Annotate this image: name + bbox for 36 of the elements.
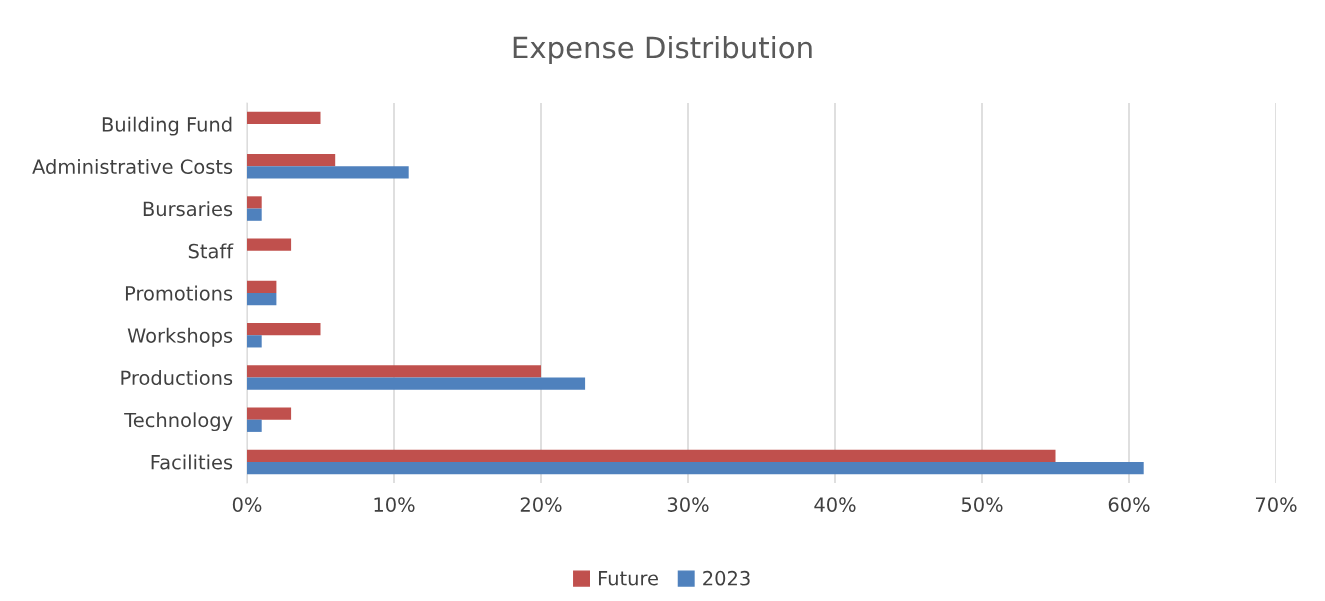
bar bbox=[247, 280, 277, 293]
bar bbox=[247, 196, 262, 209]
x-tick-label: 60% bbox=[1108, 497, 1150, 512]
y-tick-label: Technology bbox=[124, 412, 233, 432]
bar bbox=[247, 335, 262, 348]
bar bbox=[247, 377, 586, 390]
bar bbox=[247, 365, 541, 378]
x-tick-label: 10% bbox=[374, 497, 415, 512]
y-tick-label: Administrative Costs bbox=[32, 158, 233, 174]
y-tick-label: Workshops bbox=[127, 327, 233, 347]
x-tick-label: 0% bbox=[232, 497, 262, 512]
x-tick-label: 30% bbox=[667, 497, 709, 512]
bar bbox=[247, 407, 292, 420]
x-tick-label: 50% bbox=[961, 497, 1003, 512]
legend-label: 2023 bbox=[703, 570, 750, 586]
legend-label: Future bbox=[598, 571, 658, 586]
y-tick-label: Building Fund bbox=[102, 116, 232, 136]
y-tick-label: Facilities bbox=[151, 454, 233, 470]
y-tick-label: Staff bbox=[188, 243, 234, 259]
chart-title: Expense Distribution bbox=[513, 35, 812, 65]
bar bbox=[247, 461, 1144, 475]
bar bbox=[247, 111, 321, 125]
bar bbox=[247, 419, 262, 432]
y-tick-label: Promotions bbox=[125, 285, 233, 301]
x-tick-label: 20% bbox=[520, 497, 562, 512]
bar bbox=[247, 154, 336, 167]
bar bbox=[247, 293, 277, 306]
y-tick-label: Bursaries bbox=[143, 201, 233, 217]
bar bbox=[247, 322, 321, 336]
x-tick-label: 40% bbox=[814, 497, 856, 512]
x-tick-label: 70% bbox=[1255, 497, 1297, 512]
bar bbox=[247, 166, 409, 179]
bar bbox=[247, 208, 262, 221]
bar bbox=[247, 449, 1056, 462]
bar bbox=[247, 238, 292, 251]
y-tick-label: Productions bbox=[121, 370, 233, 386]
